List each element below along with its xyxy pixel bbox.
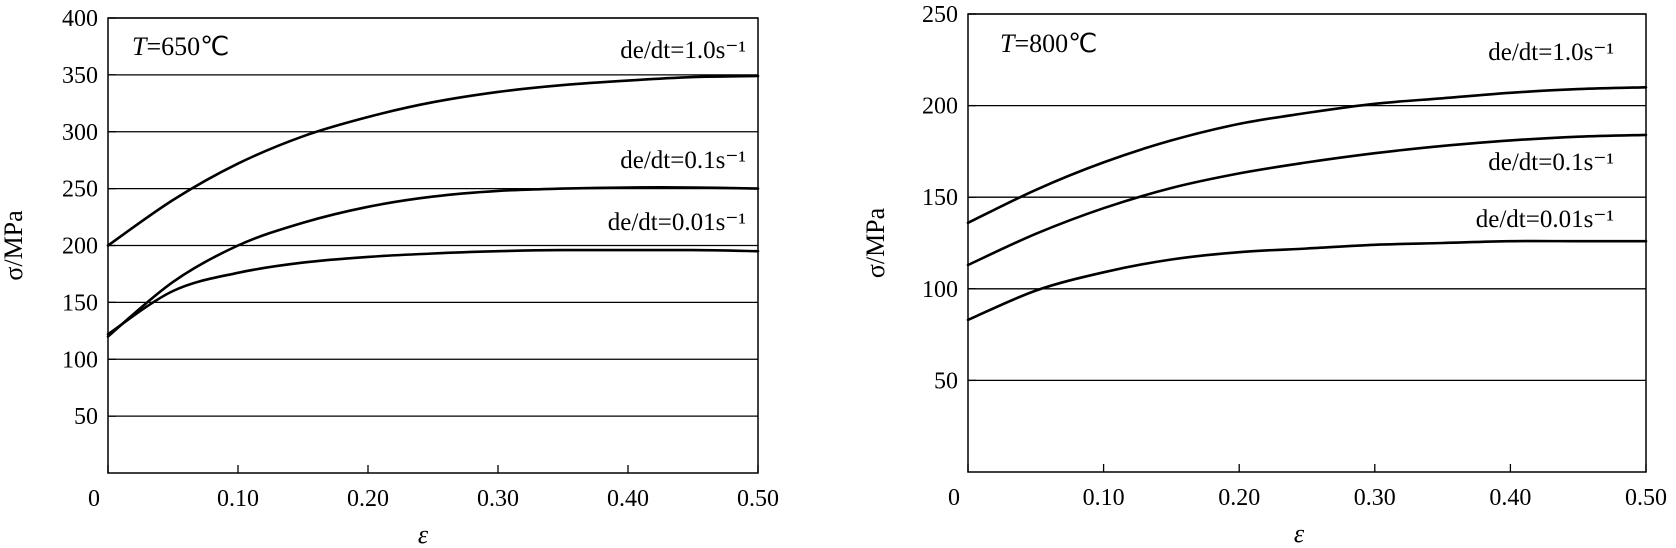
x-tick-label: 0.20 <box>347 486 389 512</box>
series-label: de/dt=1.0s⁻¹ <box>620 37 746 64</box>
x-tick-label: 0.30 <box>1354 485 1396 511</box>
series-label: de/dt=1.0s⁻¹ <box>1488 39 1614 66</box>
x-tick-label: 0.30 <box>477 486 519 512</box>
panel-800c: 0 0.10 0.20 0.30 0.40 0.50 50 100 150 200 250 ε σ/MP… <box>861 2 1667 548</box>
y-tick-label: 250 <box>62 177 98 203</box>
y-tick-label: 350 <box>62 63 98 89</box>
series-line <box>966 86 1648 225</box>
x-tick-label: 0.40 <box>607 486 649 512</box>
series-line <box>966 239 1648 322</box>
series-line <box>966 133 1648 267</box>
series-line <box>106 186 760 338</box>
x-tick-label: 0.20 <box>1218 485 1260 511</box>
temperature-annotation: T=800℃ <box>1000 29 1097 58</box>
y-axis-label: σ/MPa <box>861 207 890 278</box>
y-axis-label: σ/MPa <box>0 210 28 281</box>
x-tick-label: 0 <box>88 486 100 512</box>
x-tick-label: 0.10 <box>1083 485 1125 511</box>
y-tick-label: 50 <box>934 368 958 394</box>
x-tick-label: 0.10 <box>217 486 259 512</box>
x-tick-label: 0.50 <box>1625 485 1667 511</box>
series-label: de/dt=0.1s⁻¹ <box>620 147 746 174</box>
y-tick-label: 300 <box>62 120 98 146</box>
y-tick-label: 100 <box>62 347 98 373</box>
y-tick-label: 250 <box>922 2 958 28</box>
x-axis-label: ε <box>418 520 429 548</box>
y-tick-label: 100 <box>922 277 958 303</box>
x-tick-label: 0.40 <box>1489 485 1531 511</box>
series-label: de/dt=0.1s⁻¹ <box>1488 149 1614 176</box>
series-line <box>106 248 760 336</box>
y-tick-label: 400 <box>62 6 98 32</box>
y-tick-label: 200 <box>922 94 958 120</box>
x-axis-label: ε <box>1294 519 1305 548</box>
series-line <box>106 74 760 247</box>
x-tick-label: 0 <box>948 485 960 511</box>
temperature-annotation: T=650℃ <box>132 32 229 61</box>
x-tick-label: 0.50 <box>737 486 779 512</box>
series-label: de/dt=0.01s⁻¹ <box>1476 206 1614 233</box>
series-label: de/dt=0.01s⁻¹ <box>608 209 746 236</box>
y-tick-label: 200 <box>62 234 98 260</box>
y-tick-label: 150 <box>922 185 958 211</box>
plot-frame <box>967 13 1647 473</box>
y-tick-label: 150 <box>62 290 98 316</box>
y-tick-label: 50 <box>74 404 98 430</box>
panel-650c: 0 0.10 0.20 0.30 0.40 0.50 50 100 150 200 250 300 35… <box>0 6 779 548</box>
